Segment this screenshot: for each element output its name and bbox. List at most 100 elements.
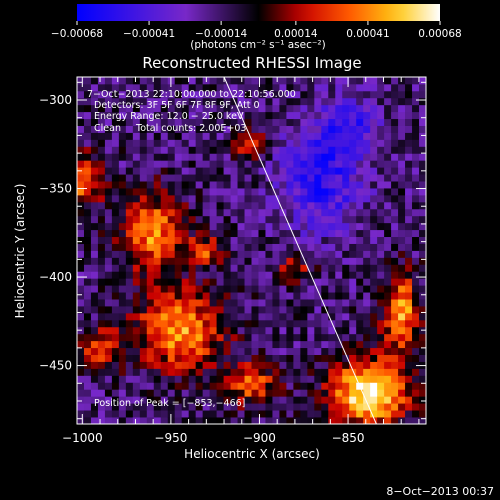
heatmap-cell [384,174,392,182]
heatmap-cell [216,306,224,314]
heatmap-cell [251,306,259,314]
heatmap-cell [230,271,238,279]
heatmap-cell [307,215,315,224]
heatmap-cell [244,188,252,196]
heatmap-cell [293,354,301,362]
heatmap-cell [209,340,217,349]
heatmap-cell [349,215,357,224]
heatmap-cell [328,389,336,397]
heatmap-cell [349,97,357,106]
heatmap-cell [286,306,294,314]
heatmap-cell [258,194,266,203]
heatmap-cell [419,278,427,286]
heatmap-cell [160,299,169,307]
heatmap-cell [146,243,155,251]
heatmap-cell [153,132,162,140]
heatmap-cell [342,139,350,147]
heatmap-cell [160,285,169,293]
x-tick-label: −900 [243,431,276,445]
heatmap-cell [146,215,155,224]
heatmap-cell [230,167,238,175]
heatmap-cell [188,361,197,369]
heatmap-cell [77,264,85,272]
heatmap-cell [104,222,113,231]
heatmap-cell [279,167,287,175]
heatmap-cell [251,326,259,335]
heatmap-cell [83,361,92,369]
heatmap-cell [160,250,169,258]
heatmap-cell [118,146,127,154]
heatmap-cell [90,354,99,362]
heatmap-cell [398,396,406,404]
heatmap-cell [342,361,350,369]
heatmap-cell [370,299,378,307]
heatmap-cell [181,403,190,411]
heatmap-cell [209,174,217,182]
heatmap-cell [335,354,343,362]
heatmap-cell [314,208,322,217]
heatmap-cell [77,403,85,411]
heatmap-cell [132,90,141,99]
heatmap-cell [412,257,420,265]
heatmap-cell [398,292,406,300]
heatmap-cell [181,375,190,383]
heatmap-cell [370,97,378,106]
heatmap-cell [244,77,252,85]
heatmap-cell [223,292,231,300]
heatmap-cell [125,417,134,425]
heatmap-cell [349,396,357,404]
heatmap-cell [223,104,231,113]
heatmap-cell [167,368,176,376]
heatmap-cell [132,292,141,300]
heatmap-cell [398,340,406,349]
heatmap-cell [300,229,308,238]
heatmap-cell [405,139,413,147]
heatmap-cell [139,319,148,328]
heatmap-cell [77,77,85,85]
heatmap-cell [349,333,357,342]
heatmap-cell [223,215,231,224]
heatmap-cell [195,77,204,85]
heatmap-cell [223,90,231,99]
heatmap-cell [153,396,162,404]
heatmap-cell [286,264,294,272]
heatmap-cell [363,264,371,272]
heatmap-cell [237,236,245,244]
heatmap-cell [209,278,217,286]
heatmap-cell [167,375,176,383]
heatmap-cell [370,354,378,362]
heatmap-cell [314,181,322,189]
heatmap-cell [328,382,336,390]
heatmap-cell [300,306,308,314]
heatmap-cell [398,326,406,335]
heatmap-cell [216,271,224,279]
heatmap-cell [279,396,287,404]
heatmap-cell [279,222,287,231]
heatmap-cell [384,243,392,251]
heatmap-cell [209,389,217,397]
heatmap-cell [279,83,287,92]
heatmap-cell [377,417,385,425]
heatmap-cell [265,410,273,418]
heatmap-cell [370,236,378,244]
heatmap-cell [321,375,329,383]
heatmap-cell [146,292,155,300]
heatmap-cell [349,417,357,425]
heatmap-cell [132,278,141,286]
heatmap-cell [104,229,113,238]
heatmap-cell [153,194,162,203]
heatmap-cell [286,299,294,307]
heatmap-cell [97,111,106,120]
heatmap-cell [104,319,113,328]
heatmap-cell [139,312,148,321]
heatmap-cell [300,104,308,113]
heatmap-cell [188,181,197,189]
heatmap-cell [398,174,406,182]
heatmap-cell [314,417,322,425]
heatmap-cell [216,347,224,355]
heatmap-cell [153,250,162,258]
heatmap-cell [370,410,378,418]
heatmap-cell [321,410,329,418]
heatmap-cell [384,347,392,355]
heatmap-cell [391,215,399,224]
